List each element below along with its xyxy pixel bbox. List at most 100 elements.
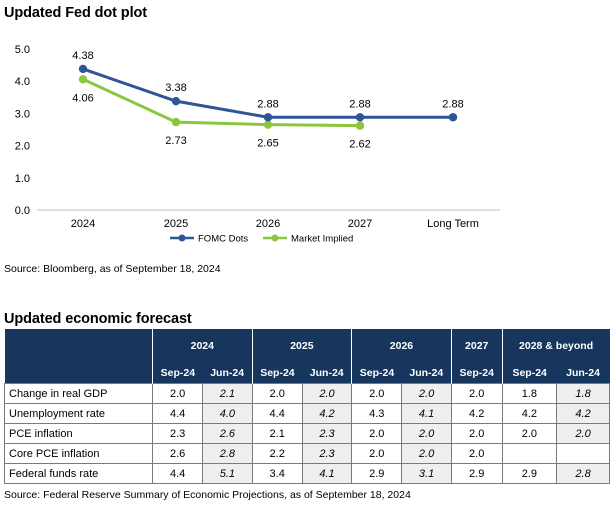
row-label: PCE inflation	[4, 423, 153, 444]
table-cell: 4.1	[401, 403, 452, 424]
table-cell: 2.8	[202, 443, 253, 464]
table-cell: 2.9	[351, 463, 403, 484]
legend-marker-fomc-dots	[178, 234, 186, 242]
table-cell: 2.3	[151, 423, 204, 444]
table-cell: 2.0	[401, 383, 452, 404]
year-header: 2028 & beyond	[501, 329, 610, 362]
table-title: Updated economic forecast	[4, 311, 192, 327]
table-cell: 3.1	[401, 463, 452, 484]
table-cell: 5.1	[202, 463, 253, 484]
data-point-market-implied	[78, 75, 88, 84]
table-cell: 4.3	[351, 403, 403, 424]
month-header: Sep-24	[351, 362, 402, 384]
row-label: Unemployment rate	[4, 403, 153, 424]
table-cell: 2.6	[151, 443, 204, 464]
x-tick-label: 2026	[256, 218, 280, 230]
legend-label-market-implied: Market Implied	[291, 234, 353, 245]
chart-source: Source: Bloomberg, as of September 18, 2…	[4, 263, 221, 275]
dot-plot-chart: 0.0 1.0 2.0 3.0 4.0 5.0 2024 2025 2026 2027 Long T…	[15, 44, 500, 245]
x-tick-label: 2024	[71, 218, 95, 230]
table-cell: 2.0	[151, 383, 204, 404]
data-label-fomc-dots: 3.38	[165, 82, 186, 94]
table-cell: 2.9	[501, 463, 558, 484]
table-cell: 2.0	[501, 423, 558, 444]
y-tick-label: 1.0	[15, 173, 30, 185]
month-header: Sep-24	[450, 362, 503, 384]
table-cell: 2.6	[202, 423, 253, 444]
table-cell: 4.2	[556, 403, 610, 424]
series-line-market-implied	[82, 77, 361, 128]
month-header-row: Sep-24 Jun-24 Sep-24 Jun-24 Sep-24 Jun-24 Sep-…	[5, 362, 610, 384]
year-header-row: 2024 2025 2026 2027 2028 & beyond	[4, 329, 610, 384]
table-row: Change in real GDP 2.0 2.1 2.0 2.0 2.0 2.0 2.0 1…	[4, 383, 610, 404]
forecast-body: Change in real GDP 2.0 2.1 2.0 2.0 2.0 2.0 2.0 1…	[4, 383, 610, 484]
table-cell: 2.9	[450, 463, 503, 484]
table-cell: 4.0	[202, 403, 253, 424]
table-cell: 2.1	[202, 383, 253, 404]
data-label-market-implied: 2.65	[257, 138, 278, 150]
table-cell: 4.4	[251, 403, 303, 424]
table-cell: 2.0	[556, 423, 610, 444]
chart-title: Updated Fed dot plot	[4, 5, 147, 21]
table-cell: 4.4	[151, 463, 204, 484]
month-header: Jun-24	[302, 362, 352, 384]
table-row: Core PCE inflation 2.6 2.8 2.2 2.3 2.0 2.0 2.0	[4, 443, 610, 464]
data-label-fomc-dots: 2.88	[349, 98, 370, 110]
data-label-market-implied: 4.06	[72, 92, 93, 104]
y-tick-label: 2.0	[15, 141, 30, 153]
y-tick-label: 5.0	[15, 44, 30, 56]
y-tick-label: 0.0	[15, 205, 30, 217]
table-cell: 2.0	[251, 383, 303, 404]
data-label-fomc-dots: 2.88	[257, 98, 278, 110]
data-point-fomc-dots	[448, 113, 458, 122]
table-cell: 2.0	[401, 423, 452, 444]
table-cell: 4.2	[501, 403, 558, 424]
y-tick-label: 3.0	[15, 108, 30, 120]
data-point-market-implied	[355, 121, 365, 130]
table-row: Unemployment rate 4.4 4.0 4.4 4.2 4.3 4.1 4.2 4.…	[4, 403, 610, 424]
data-point-fomc-dots	[263, 113, 273, 122]
table-cell: 2.0	[450, 443, 503, 464]
table-row: PCE inflation 2.3 2.6 2.1 2.3 2.0 2.0 2.0 2.0 2.0	[4, 423, 610, 444]
data-point-market-implied	[263, 120, 273, 129]
month-header: Sep-24	[251, 362, 303, 384]
data-point-fomc-dots	[78, 64, 88, 74]
data-label-market-implied: 2.73	[165, 135, 186, 147]
table-cell	[501, 443, 558, 464]
month-header: Sep-24	[501, 362, 557, 384]
month-header: Jun-24	[202, 362, 253, 384]
data-point-fomc-dots	[355, 113, 365, 122]
table-cell: 1.8	[556, 383, 610, 404]
month-header: Jun-24	[401, 362, 452, 384]
year-header: 2027	[450, 329, 503, 362]
data-point-fomc-dots	[171, 96, 181, 106]
table-cell: 4.2	[450, 403, 503, 424]
table-cell: 2.0	[450, 383, 503, 404]
legend-marker-market-implied	[271, 234, 279, 242]
table-cell: 2.8	[556, 463, 610, 484]
x-tick-label: Long Term	[427, 218, 479, 230]
table-cell: 2.3	[301, 443, 353, 464]
data-label-market-implied: 2.62	[349, 139, 370, 151]
table-cell: 2.0	[351, 423, 403, 444]
table-source: Source: Federal Reserve Summary of Econo…	[4, 489, 411, 501]
data-label-fomc-dots: 2.88	[442, 98, 463, 110]
table-corner	[4, 329, 153, 384]
year-header: 2024	[152, 329, 253, 362]
table-cell	[556, 443, 610, 464]
table-cell: 2.0	[450, 423, 503, 444]
year-header: 2025	[251, 329, 352, 362]
table-cell: 2.1	[251, 423, 303, 444]
table-cell: 2.0	[401, 443, 452, 464]
table-cell: 4.2	[301, 403, 353, 424]
table-cell: 4.1	[301, 463, 353, 484]
table-cell: 2.3	[301, 423, 353, 444]
table-cell: 2.0	[301, 383, 353, 404]
table-cell: 4.4	[151, 403, 204, 424]
row-label: Core PCE inflation	[4, 443, 153, 464]
x-tick-label: 2027	[348, 218, 372, 230]
legend-label-fomc-dots: FOMC Dots	[198, 234, 248, 245]
economic-forecast-table: 2024 2025 2026 2027 2028 & beyond Sep-24 Jun-…	[4, 329, 610, 484]
data-point-market-implied	[171, 117, 181, 127]
table-cell: 2.0	[351, 383, 403, 404]
